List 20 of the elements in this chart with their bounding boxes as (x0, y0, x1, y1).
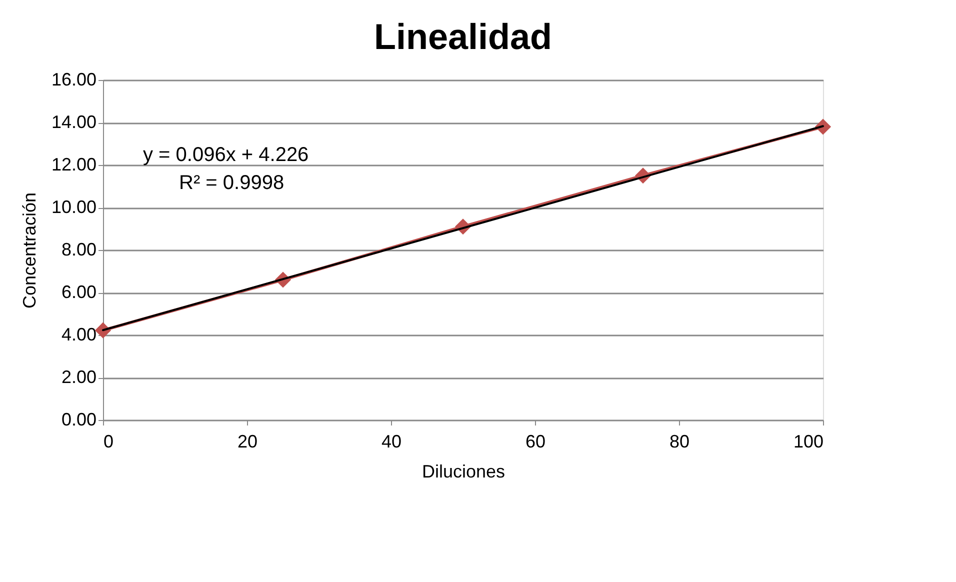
y-axis-title: Concentración (19, 192, 40, 309)
y-tick-label: 10.00 (51, 197, 96, 217)
x-tick-label: 80 (669, 432, 690, 452)
annotation: y = 0.096x + 4.226 (143, 144, 309, 166)
y-tick-label: 8.00 (61, 240, 96, 260)
annotation: R² = 0.9998 (179, 172, 284, 194)
y-tick-label: 0.00 (61, 410, 96, 430)
x-tick-label: 20 (237, 432, 258, 452)
x-tick-label: 60 (525, 432, 546, 452)
chart-title: Linealidad (374, 16, 552, 57)
x-tick-label: 0 (104, 432, 114, 452)
y-tick-label: 16.00 (51, 70, 96, 90)
x-axis-title: Diluciones (422, 462, 506, 482)
x-tick-label: 40 (381, 432, 402, 452)
y-tick-label: 12.00 (51, 154, 96, 174)
y-tick-label: 4.00 (61, 324, 96, 344)
y-tick-label: 14.00 (51, 112, 96, 132)
y-tick-label: 6.00 (61, 282, 96, 302)
y-tick-label: 2.00 (61, 367, 96, 387)
x-tick-label: 100 (793, 432, 824, 452)
